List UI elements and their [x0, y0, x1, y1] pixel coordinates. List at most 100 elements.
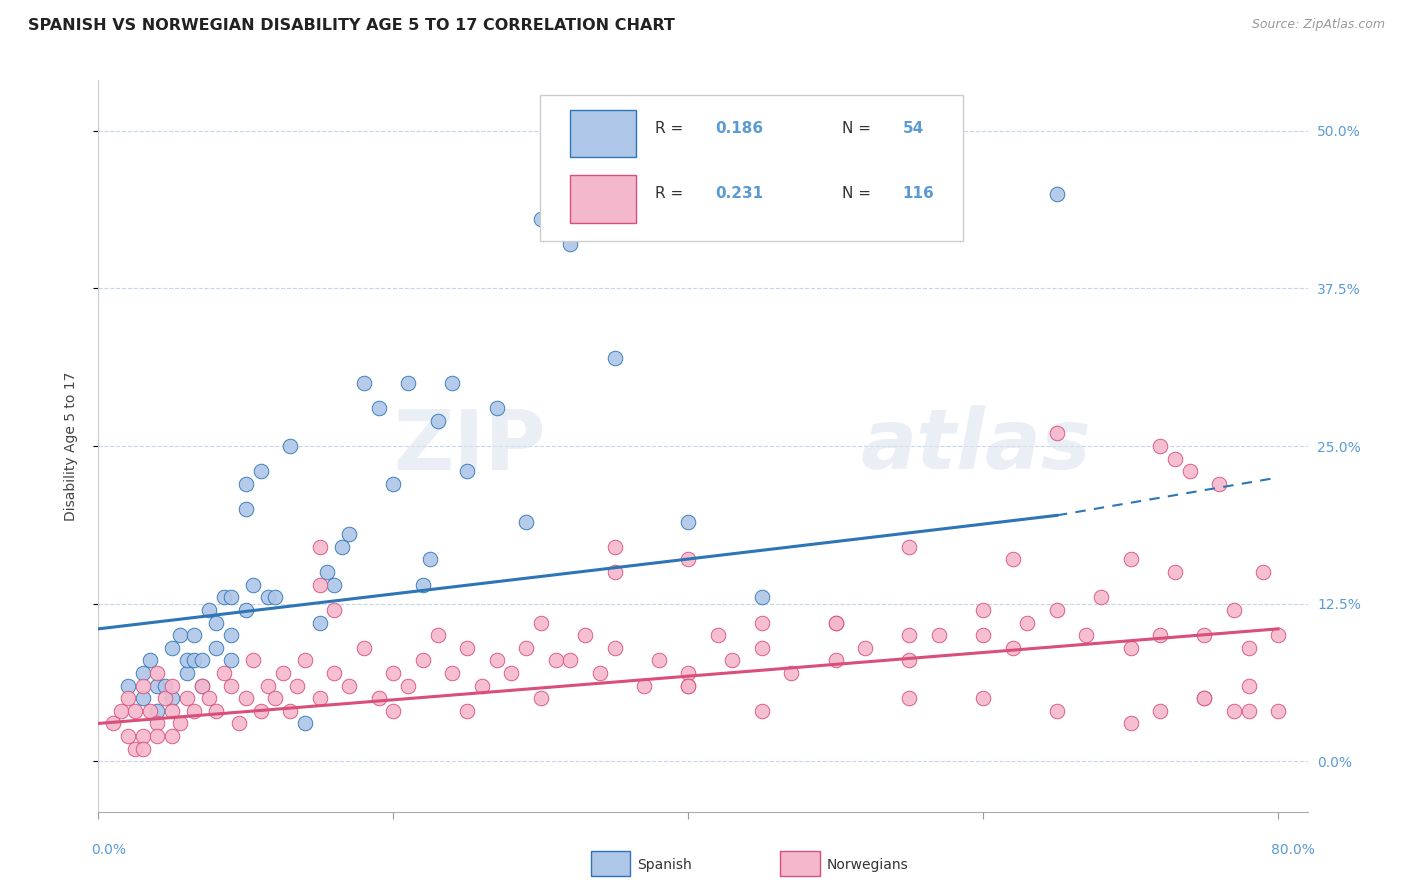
Point — [603, 351, 626, 365]
Point — [190, 653, 212, 667]
Point — [441, 376, 464, 390]
Point — [1119, 640, 1142, 655]
Point — [323, 665, 346, 680]
Point — [219, 628, 242, 642]
Point — [1267, 628, 1289, 642]
Point — [131, 729, 153, 743]
Point — [382, 476, 405, 491]
Point — [367, 691, 389, 706]
Point — [146, 665, 169, 680]
Point — [972, 603, 994, 617]
Point — [176, 653, 198, 667]
Point — [603, 565, 626, 579]
Point — [1001, 552, 1024, 566]
Point — [316, 565, 339, 579]
Point — [1237, 704, 1260, 718]
Point — [117, 679, 139, 693]
Point — [353, 376, 375, 390]
Point — [1119, 552, 1142, 566]
Text: 0.186: 0.186 — [716, 120, 763, 136]
Point — [205, 615, 228, 630]
Point — [560, 653, 582, 667]
Point — [323, 603, 346, 617]
Point — [678, 665, 700, 680]
Point — [1149, 704, 1171, 718]
Point — [146, 716, 169, 731]
Point — [308, 540, 330, 554]
Point — [131, 665, 153, 680]
Point — [308, 691, 330, 706]
Point — [294, 716, 316, 731]
Point — [212, 591, 235, 605]
Point — [124, 741, 146, 756]
Point — [1149, 628, 1171, 642]
Point — [139, 653, 162, 667]
Point — [101, 716, 124, 731]
Point — [337, 679, 360, 693]
Point — [574, 628, 596, 642]
Point — [721, 653, 744, 667]
Point — [898, 691, 921, 706]
Point — [396, 376, 419, 390]
Point — [308, 578, 330, 592]
Point — [257, 679, 280, 693]
Point — [219, 679, 242, 693]
Point — [515, 515, 537, 529]
Point — [456, 464, 478, 478]
Point — [160, 704, 183, 718]
Point — [110, 704, 132, 718]
Point — [1046, 603, 1069, 617]
Point — [1164, 565, 1187, 579]
Point — [1090, 591, 1112, 605]
FancyBboxPatch shape — [569, 110, 637, 157]
FancyBboxPatch shape — [540, 95, 963, 241]
Point — [1194, 691, 1216, 706]
Point — [117, 729, 139, 743]
Text: R =: R = — [655, 120, 688, 136]
Point — [198, 691, 221, 706]
Point — [353, 640, 375, 655]
Point — [412, 578, 434, 592]
Text: ZIP: ZIP — [394, 406, 546, 486]
Point — [1119, 716, 1142, 731]
Text: 0.0%: 0.0% — [91, 843, 127, 857]
Point — [1194, 628, 1216, 642]
Text: atlas: atlas — [860, 406, 1091, 486]
Point — [1046, 426, 1069, 441]
Point — [928, 628, 950, 642]
Point — [1046, 704, 1069, 718]
Point — [485, 653, 508, 667]
Point — [1076, 628, 1098, 642]
Point — [308, 615, 330, 630]
Point — [249, 464, 271, 478]
Point — [1194, 691, 1216, 706]
Point — [501, 665, 523, 680]
Point — [153, 691, 176, 706]
Point — [678, 679, 700, 693]
Point — [235, 691, 257, 706]
Point — [160, 679, 183, 693]
Point — [235, 603, 257, 617]
Point — [176, 691, 198, 706]
Point — [603, 540, 626, 554]
Text: 116: 116 — [903, 186, 934, 202]
Text: 0.231: 0.231 — [716, 186, 763, 202]
Point — [219, 591, 242, 605]
Point — [1253, 565, 1275, 579]
Point — [1223, 603, 1246, 617]
Point — [131, 679, 153, 693]
Point — [751, 704, 773, 718]
Point — [212, 665, 235, 680]
Point — [780, 665, 803, 680]
Point — [146, 679, 169, 693]
Point — [751, 615, 773, 630]
Point — [426, 628, 449, 642]
Point — [560, 237, 582, 252]
Point — [169, 716, 191, 731]
Point — [287, 679, 309, 693]
Point — [1237, 640, 1260, 655]
Point — [139, 704, 162, 718]
Point — [249, 704, 271, 718]
Point — [190, 679, 212, 693]
Point — [824, 615, 846, 630]
